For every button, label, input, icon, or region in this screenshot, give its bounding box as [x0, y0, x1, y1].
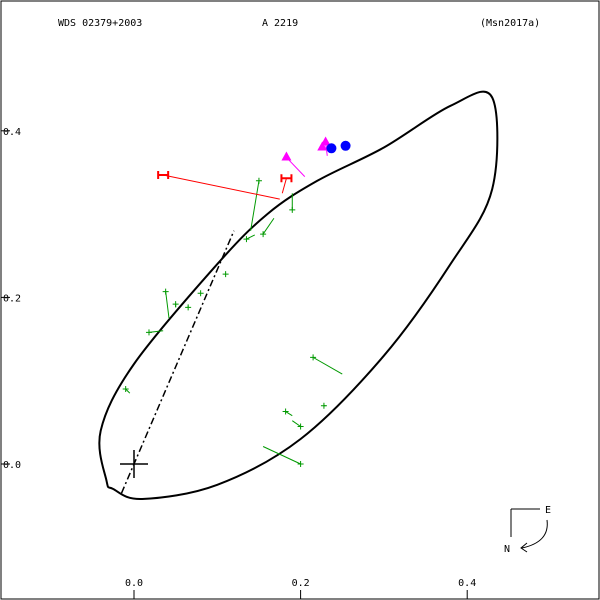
compass-north-label: N — [504, 544, 510, 555]
micrometric-point — [243, 236, 250, 243]
reference-label: (Msn2017a) — [480, 18, 540, 29]
predicted-point — [326, 143, 337, 154]
micrometric-point — [289, 206, 296, 213]
residual-line — [250, 180, 260, 231]
residual-line — [281, 178, 287, 194]
designation-label: A 2219 — [262, 18, 298, 29]
chart-layer: 0.0 0.2 0.4 0.0 0.2 0.4 — [1, 90, 499, 599]
residual-line — [312, 356, 343, 375]
micrometric-point — [172, 301, 179, 308]
micrometric-point — [297, 461, 304, 467]
compass-rotation-arrow — [521, 519, 548, 549]
x-tick-label: 0.4 — [458, 578, 476, 589]
wds-label: WDS 02379+2003 — [58, 18, 142, 29]
hipparcos-point — [280, 174, 293, 183]
compass-arrow-head — [520, 542, 528, 553]
y-tick-label: 0.2 — [3, 293, 21, 304]
micrometric-point — [255, 177, 262, 184]
micrometric-point — [197, 290, 204, 297]
compass-rose: E N — [504, 505, 551, 555]
compass-east-label: E — [545, 505, 551, 516]
micrometric-point — [145, 329, 152, 336]
orbit-ellipse — [98, 90, 499, 501]
micrometric-point — [185, 304, 192, 311]
residual-line — [291, 420, 301, 427]
micrometric-point — [122, 386, 129, 393]
residual-line — [262, 446, 301, 465]
residual-line — [163, 174, 280, 200]
x-tick-label: 0.2 — [292, 578, 310, 589]
y-tick-label: 0.4 — [3, 127, 21, 138]
speckle-point — [281, 151, 292, 161]
micrometric-point — [320, 402, 327, 409]
speckle-point — [317, 141, 328, 151]
micrometric-point — [297, 423, 304, 430]
micrometric-point — [260, 231, 267, 238]
residual-line — [262, 217, 275, 235]
residual-line — [165, 291, 170, 319]
residual-line — [285, 411, 293, 417]
hipparcos-point — [157, 170, 170, 179]
line-of-nodes — [120, 230, 235, 494]
residual-line — [286, 157, 306, 177]
predicted-point — [340, 140, 351, 151]
residual-line — [246, 234, 256, 240]
x-tick-label: 0.0 — [125, 578, 143, 589]
micrometric-point — [162, 288, 169, 295]
micrometric-point — [282, 408, 289, 415]
y-tick-label: 0.0 — [3, 460, 21, 471]
micrometric-point — [222, 271, 229, 278]
residual-line — [125, 388, 131, 394]
micrometric-point — [310, 354, 317, 361]
